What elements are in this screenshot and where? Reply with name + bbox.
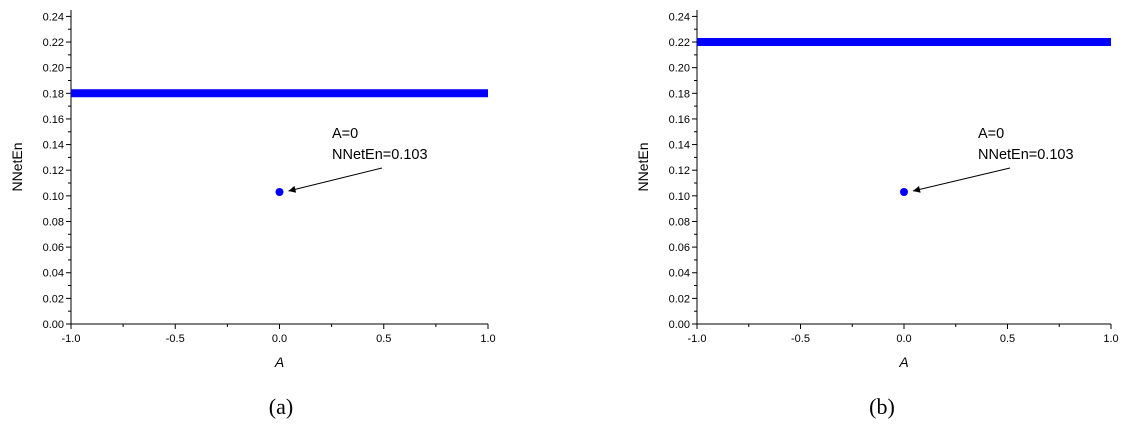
y-tick-label: 0.00 (43, 319, 64, 331)
y-tick-label: 0.02 (43, 293, 64, 305)
x-tick-label: 0.5 (376, 333, 391, 345)
x-tick-label: -1.0 (688, 333, 707, 345)
y-axis-label: NNetEn (635, 142, 651, 191)
y-tick-label: 0.24 (669, 11, 690, 23)
y-axis-label: NNetEn (9, 142, 25, 191)
y-tick-label: 0.08 (669, 216, 690, 228)
y-tick-label: 0.10 (669, 191, 690, 203)
y-tick-label: 0.24 (43, 11, 64, 23)
annotation-arrow (288, 167, 383, 193)
chart-b-caption: (b) (869, 394, 895, 419)
y-tick-label: 0.00 (669, 319, 690, 331)
y-tick-label: 0.10 (43, 191, 64, 203)
x-tick-label: 1.0 (480, 333, 495, 345)
data-point (900, 187, 908, 196)
chart-a-caption: (a) (268, 394, 294, 419)
y-tick-label: 0.02 (669, 293, 690, 305)
annotation-text: A=0 (978, 126, 1004, 142)
annotation-text: NNetEn=0.103 (332, 147, 428, 163)
y-tick-label: 0.08 (43, 216, 64, 228)
x-tick-label: 0.0 (272, 333, 287, 345)
chart-b: 0.00 0.02 0.04 0.06 0.08 0.10 0.12 0.14 0.16 0.18… (564, 0, 1128, 444)
y-tick-label: 0.04 (669, 268, 690, 280)
annotation-arrow (912, 167, 1011, 193)
y-tick-label: 0.20 (669, 63, 690, 75)
y-tick-label: 0.14 (669, 140, 690, 152)
y-tick-label: 0.12 (669, 165, 690, 177)
y-tick-label: 0.14 (43, 140, 64, 152)
y-tick-label: 0.06 (669, 242, 690, 254)
x-tick-label: 0.5 (1000, 333, 1015, 345)
chart-b-svg: 0.00 0.02 0.04 0.06 0.08 0.10 0.12 0.14 0.16 0.18… (635, 10, 1119, 370)
y-tick-label: 0.18 (43, 88, 64, 100)
chart-a-svg: 0.00 0.02 0.04 0.06 0.08 0.10 0.12 0.14 0.16 0.18… (9, 10, 496, 370)
y-tick-label: 0.06 (43, 242, 64, 254)
y-tick-label: 0.16 (669, 114, 690, 126)
chart-a: 0.00 0.02 0.04 0.06 0.08 0.10 0.12 0.14 0.16 0.18… (0, 0, 564, 444)
x-axis-label: A (898, 354, 908, 370)
y-tick-label: 0.22 (669, 37, 690, 49)
data-point (275, 187, 284, 196)
x-tick-label: -1.0 (62, 333, 81, 345)
y-tick-label: 0.12 (43, 165, 64, 177)
x-tick-label: 1.0 (1103, 333, 1118, 345)
x-tick-label: -0.5 (166, 333, 185, 345)
y-tick-label: 0.20 (43, 63, 64, 75)
x-tick-label: -0.5 (791, 333, 810, 345)
y-tick-label: 0.18 (669, 88, 690, 100)
x-tick-label: 0.0 (896, 333, 911, 345)
annotation-text: NNetEn=0.103 (978, 147, 1074, 163)
y-tick-label: 0.16 (43, 114, 64, 126)
y-tick-label: 0.04 (43, 268, 64, 280)
y-tick-label: 0.22 (43, 37, 64, 49)
annotation-text: A=0 (332, 126, 358, 142)
x-axis-label: A (274, 354, 284, 370)
